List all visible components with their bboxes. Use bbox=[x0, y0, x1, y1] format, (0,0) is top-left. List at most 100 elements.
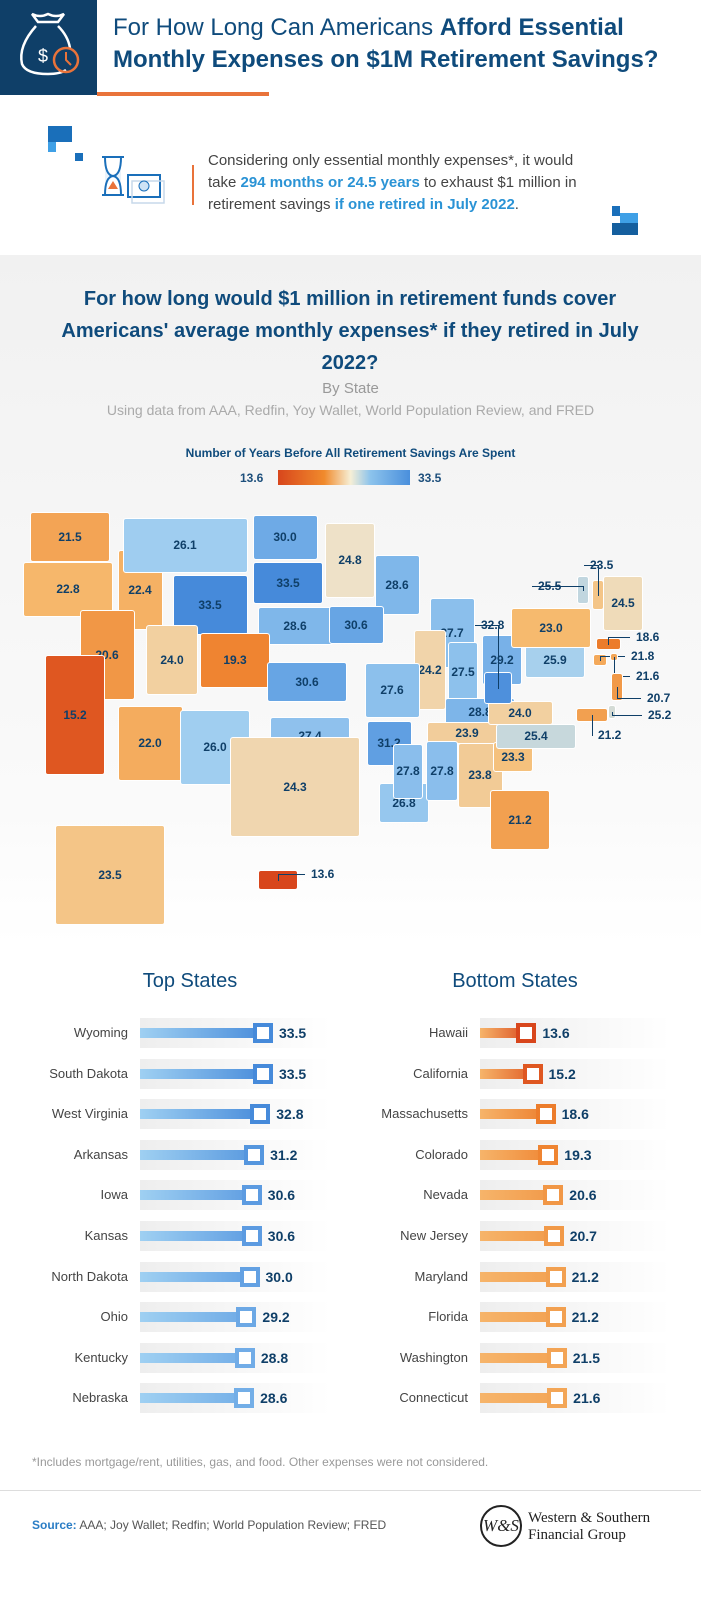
bar-label: Hawaii bbox=[428, 1025, 468, 1040]
bar-marker bbox=[516, 1023, 537, 1043]
bar bbox=[480, 1271, 562, 1282]
source-line: Source: AAA; Joy Wallet; Redfin; World P… bbox=[32, 1518, 387, 1532]
state-value-label: 24.0 bbox=[508, 706, 532, 720]
state-value-label: 25.2 bbox=[648, 708, 672, 722]
state-value-label: 33.5 bbox=[276, 576, 300, 590]
callout-line bbox=[278, 874, 279, 881]
state-wa: 21.5 bbox=[30, 512, 110, 562]
bar-value: 32.8 bbox=[276, 1106, 304, 1123]
bar bbox=[480, 1068, 539, 1079]
bar-marker bbox=[234, 1347, 255, 1368]
state-value-label: 30.6 bbox=[344, 618, 368, 632]
bar-value: 33.5 bbox=[278, 1025, 307, 1041]
bar-value: 33.5 bbox=[278, 1065, 307, 1082]
state-value-label: 29.2 bbox=[490, 653, 514, 667]
callout-line bbox=[617, 687, 618, 699]
bar-label: Kansas bbox=[84, 1228, 128, 1243]
bar bbox=[140, 1028, 269, 1038]
state-value-label: 23.5 bbox=[590, 558, 614, 572]
bar-row: Iowa 30.6 bbox=[0, 1180, 350, 1211]
state-value-label: 23.8 bbox=[468, 768, 492, 782]
bar-label: California bbox=[413, 1065, 468, 1081]
state-value-label: 26.8 bbox=[392, 796, 416, 810]
callout-line bbox=[475, 625, 498, 626]
bar bbox=[140, 1271, 256, 1282]
state-ca: 15.2 bbox=[45, 655, 105, 775]
bar-row: Kansas 30.6 bbox=[0, 1221, 350, 1251]
state-value-label: 27.5 bbox=[451, 665, 475, 679]
bar-label: Colorado bbox=[415, 1146, 468, 1162]
bar-row: Washington 21.5 bbox=[340, 1342, 690, 1373]
title-underline bbox=[97, 92, 269, 96]
state-value-label: 23.5 bbox=[98, 868, 122, 882]
bar-row: Nebraska 28.6 bbox=[0, 1383, 350, 1414]
decor-square bbox=[75, 153, 83, 161]
bar bbox=[480, 1149, 555, 1160]
bar-marker bbox=[543, 1185, 564, 1206]
state-ks: 30.6 bbox=[267, 662, 347, 702]
state-value-label: 28.6 bbox=[283, 619, 307, 633]
bar-row: California 15.2 bbox=[340, 1058, 690, 1089]
state-value-label: 24.3 bbox=[283, 780, 307, 794]
state-value-label: 21.5 bbox=[58, 530, 82, 544]
callout-line bbox=[600, 656, 601, 661]
state-ms: 27.8 bbox=[393, 743, 423, 799]
bar-value: 28.6 bbox=[260, 1390, 288, 1407]
state-ny: 23.0 bbox=[511, 608, 591, 648]
state-value-label: 26.1 bbox=[173, 538, 197, 552]
callout-line bbox=[614, 657, 615, 677]
callout-line bbox=[608, 637, 630, 638]
bar-value: 21.2 bbox=[571, 1268, 599, 1285]
callout-line bbox=[278, 874, 305, 875]
state-value-label: 13.6 bbox=[311, 867, 335, 881]
bar-label: Massachusetts bbox=[381, 1106, 468, 1122]
bar-value: 30.6 bbox=[267, 1187, 296, 1204]
state-mn: 24.8 bbox=[325, 522, 375, 598]
bar bbox=[140, 1190, 258, 1201]
state-value-label: 25.4 bbox=[524, 729, 548, 743]
bar-value: 29.2 bbox=[262, 1309, 290, 1326]
state-value-label: 30.0 bbox=[273, 530, 297, 544]
decor-square bbox=[48, 142, 56, 152]
state-az: 22.0 bbox=[117, 705, 183, 781]
bar-marker bbox=[547, 1388, 568, 1409]
bar-marker bbox=[522, 1063, 543, 1084]
state-ne: 28.6 bbox=[257, 607, 333, 645]
page-title: For How Long Can Americans Afford Essent… bbox=[113, 14, 659, 73]
logo-text: Western & Southern Financial Group bbox=[528, 1510, 651, 1543]
state-value-label: 21.2 bbox=[508, 813, 532, 827]
bar bbox=[140, 1109, 267, 1120]
bar-label: Kentucky bbox=[74, 1349, 128, 1365]
intro-divider bbox=[192, 165, 194, 205]
callout-line bbox=[617, 698, 641, 699]
state-value-label: 19.3 bbox=[223, 653, 247, 667]
state-value-label: 30.6 bbox=[295, 675, 319, 689]
bar-row: Florida 21.2 bbox=[340, 1302, 690, 1333]
bar-value: 20.6 bbox=[569, 1187, 597, 1204]
bar-marker bbox=[239, 1266, 260, 1287]
divider bbox=[0, 1490, 701, 1491]
state-va: 24.0 bbox=[487, 701, 553, 725]
map-source-note: Using data from AAA, Redfin, Yoy Wallet,… bbox=[106, 402, 595, 418]
svg-text:$: $ bbox=[38, 46, 48, 66]
state-value-label: 24.2 bbox=[418, 663, 442, 677]
bar-value: 19.3 bbox=[564, 1146, 592, 1163]
bar-row: North Dakota 30.0 bbox=[0, 1261, 350, 1292]
state-fl: 21.2 bbox=[490, 790, 550, 850]
bar-value: 21.2 bbox=[571, 1309, 599, 1326]
bar-marker bbox=[252, 1063, 273, 1084]
bar bbox=[480, 1352, 563, 1363]
money-bag-clock-icon: $ bbox=[0, 0, 97, 95]
bar bbox=[140, 1231, 258, 1241]
bar-value: 31.2 bbox=[270, 1146, 298, 1163]
state-value-label: 28.8 bbox=[468, 705, 492, 719]
callout-line bbox=[608, 637, 609, 645]
bar bbox=[140, 1393, 251, 1404]
bar bbox=[480, 1231, 560, 1241]
bar-label: South Dakota bbox=[49, 1065, 128, 1081]
bar-row: South Dakota 33.5 bbox=[0, 1058, 350, 1089]
legend-max: 33.5 bbox=[418, 471, 442, 485]
company-logo: W&S Western & Southern Financial Group bbox=[480, 1505, 670, 1550]
bar-value: 21.5 bbox=[572, 1349, 601, 1366]
bar-value: 21.6 bbox=[573, 1390, 601, 1407]
